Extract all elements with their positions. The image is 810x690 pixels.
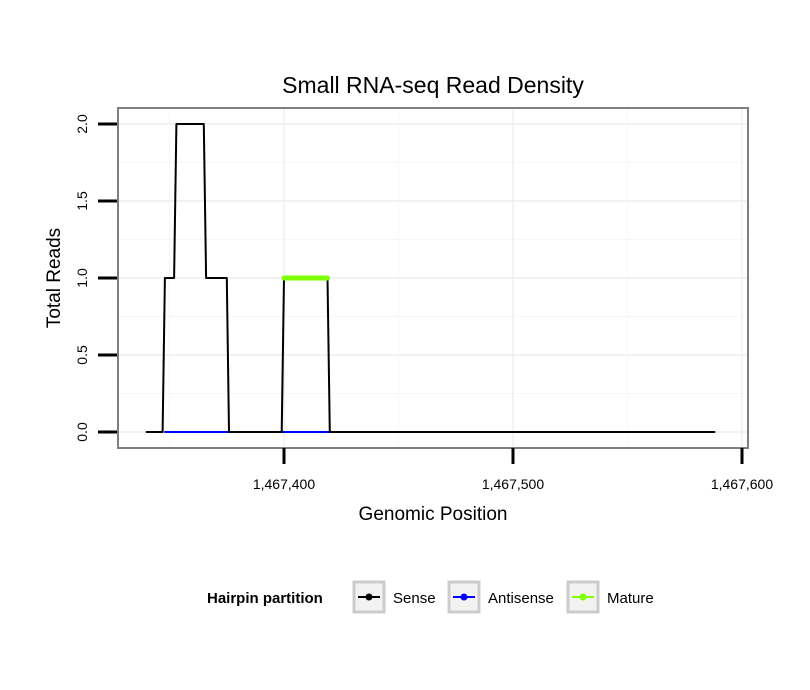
y-axis: 0.0 0.5 1.0 1.5 2.0 bbox=[74, 114, 117, 442]
y-tick-label: 0.0 bbox=[74, 422, 90, 442]
y-axis-label: Total Reads bbox=[44, 228, 65, 328]
grid bbox=[118, 108, 748, 448]
y-tick-label: 2.0 bbox=[74, 114, 90, 134]
legend-label-antisense: Antisense bbox=[488, 590, 554, 607]
legend: Hairpin partition Sense Antisense Mature bbox=[207, 580, 654, 614]
chart-title: Small RNA-seq Read Density bbox=[282, 72, 584, 98]
legend-label-sense: Sense bbox=[393, 590, 436, 607]
y-tick-label: 0.5 bbox=[74, 345, 90, 365]
y-tick-label: 1.0 bbox=[74, 268, 90, 288]
x-tick-label: 1,467,500 bbox=[482, 476, 544, 492]
legend-dot-sense bbox=[365, 593, 373, 601]
legend-label-mature: Mature bbox=[607, 590, 654, 607]
legend-item-antisense: Antisense bbox=[447, 580, 554, 614]
plot-border bbox=[117, 107, 749, 449]
series-layer bbox=[145, 123, 716, 433]
x-tick-label: 1,467,400 bbox=[253, 476, 315, 492]
legend-dot-mature bbox=[579, 593, 587, 601]
x-axis-label: Genomic Position bbox=[359, 504, 508, 525]
legend-dot-antisense bbox=[460, 593, 468, 601]
y-tick-label: 1.5 bbox=[74, 191, 90, 211]
x-tick-label: 1,467,600 bbox=[711, 476, 773, 492]
legend-title: Hairpin partition bbox=[207, 590, 323, 607]
legend-item-sense: Sense bbox=[352, 580, 436, 614]
x-axis: 1,467,400 1,467,500 1,467,600 bbox=[253, 448, 773, 492]
legend-item-mature: Mature bbox=[566, 580, 654, 614]
